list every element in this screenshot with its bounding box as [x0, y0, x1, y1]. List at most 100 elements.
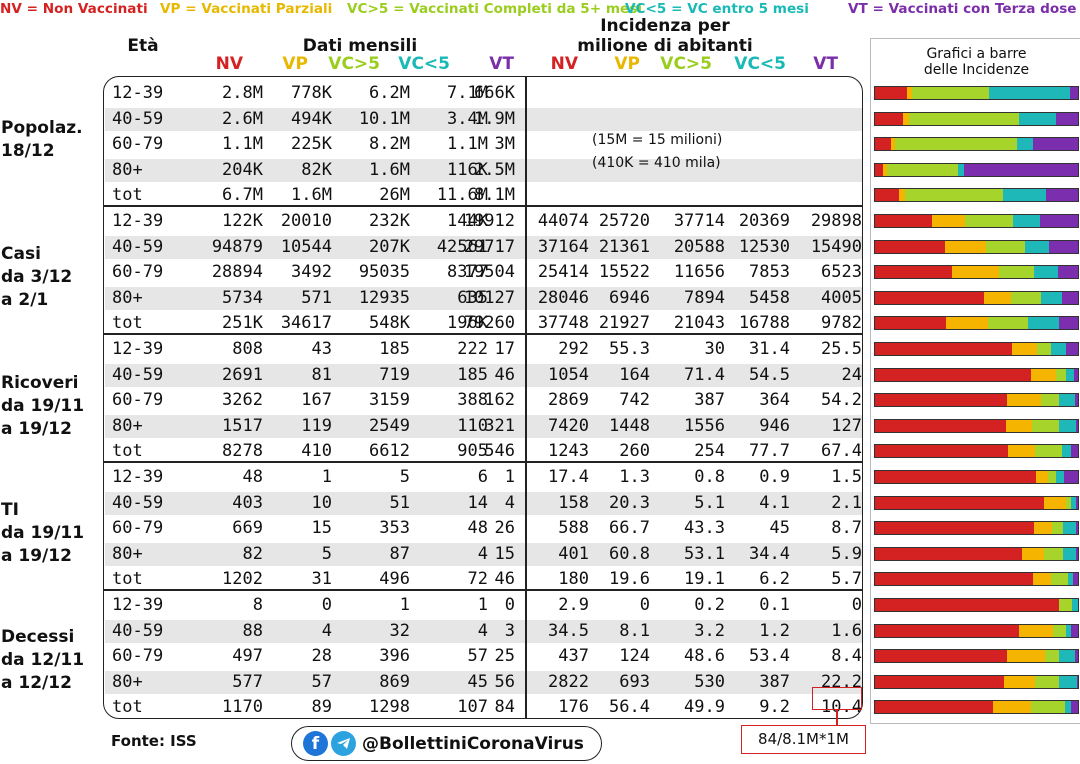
- data-cell-nv: 88: [242, 620, 263, 641]
- data-cell-nv: 3262: [222, 390, 263, 410]
- incidence-cell-vt: 4005: [821, 287, 862, 308]
- data-cell-vp: 34617: [280, 313, 332, 333]
- data-cell-vp: 81: [311, 364, 332, 385]
- bar-segment-nv: [875, 240, 946, 253]
- incidence-cell-vcl: 31.4: [749, 339, 790, 359]
- bar-segment-vt: [1039, 215, 1078, 227]
- bar-segment-vp: [1011, 343, 1038, 355]
- bar-segment-nv: [875, 573, 1034, 585]
- incidence-cell-vc5: 71.4: [684, 364, 725, 385]
- group-label-line: da 19/11: [1, 396, 85, 416]
- data-cell-vt: 1: [504, 467, 515, 487]
- incidence-bar: [874, 137, 1079, 151]
- bar-segment-vp: [1031, 368, 1056, 381]
- bar-segment-vp: [899, 189, 906, 201]
- incidence-bar: [874, 290, 1079, 305]
- bar-segment-vp: [1007, 650, 1045, 662]
- data-cell-nv: 403: [232, 492, 263, 513]
- data-cell-nv: 94879: [211, 236, 263, 257]
- bar-segment-vp: [1021, 547, 1044, 560]
- incidence-cell-nv: 25414: [537, 262, 589, 282]
- group-label-line: a 12/12: [1, 673, 72, 693]
- incidence-cell-vp: 164: [619, 364, 650, 385]
- data-cell-vc5: 10.1M: [358, 108, 410, 129]
- bar-segment-vp: [931, 215, 965, 227]
- social-badge: f @BollettiniCoronaVirus: [291, 726, 602, 761]
- age-cell: 80+: [112, 671, 143, 692]
- source-label: Fonte: ISS: [111, 732, 197, 750]
- bar-segment-vc5: [1035, 675, 1060, 688]
- table-row: 80+ 204K 82K 1.6M 116K 2.5M: [105, 158, 862, 182]
- data-cell-nv: 28894: [211, 262, 263, 282]
- incidence-cell-vt: 5.9: [831, 543, 862, 564]
- table-row: 60-79 28894 3492 95035 8377 19504 25414 15522 11…: [105, 261, 862, 284]
- bar-segment-vp: [1033, 573, 1051, 585]
- bar-segment-vc5: [1040, 394, 1059, 406]
- bar-segment-vc5: [1065, 496, 1072, 509]
- bar-segment-vt: [1075, 496, 1078, 509]
- bar-segment-vcl: [1013, 215, 1040, 227]
- incidence-cell-vt: 15490: [810, 236, 862, 257]
- bar-segment-vcl: [1066, 624, 1072, 637]
- bar-segment-vc5: [1031, 419, 1060, 432]
- group-label-line: a 19/12: [1, 546, 72, 566]
- incidence-cell-vc5: 37714: [673, 211, 725, 231]
- data-cell-nv: 6.7M: [222, 185, 263, 205]
- bar-segment-vc5: [964, 215, 1014, 227]
- age-cell: 80+: [112, 415, 143, 436]
- age-cell: tot: [112, 697, 143, 717]
- bar-segment-vt: [1075, 419, 1078, 432]
- incidence-cell-vp: 260: [619, 441, 650, 461]
- data-cell-vcl: 7.1M: [447, 83, 488, 103]
- incidence-cell-vp: 0: [639, 595, 650, 615]
- bar-segment-vt: [1059, 317, 1078, 329]
- bar-segment-vc5: [1035, 445, 1063, 457]
- data-cell-vp: 10: [311, 492, 332, 513]
- data-cell-vp: 10544: [280, 236, 332, 257]
- incidence-cell-vc5: 30: [704, 339, 725, 359]
- incidence-bar: [874, 444, 1079, 458]
- incidence-cell-vt: 25.5: [821, 339, 862, 359]
- bar-segment-vp: [891, 138, 896, 150]
- data-cell-vt: 8.1M: [474, 185, 515, 205]
- table-row: 60-79 669 15 353 48 26 588 66.7 43.3 45 8.7: [105, 517, 862, 540]
- data-cell-vc5: 32: [389, 620, 410, 641]
- table-row: 80+ 577 57 869 45 56 2822 693 530 387 22.2: [105, 670, 862, 694]
- data-cell-vc5: 1: [399, 595, 410, 615]
- incidence-cell-vcl: 53.4: [749, 646, 790, 666]
- bar-chart-title-line1: Grafici a barre: [926, 46, 1027, 62]
- data-cell-vt: 26: [494, 518, 515, 538]
- table-row: tot 1170 89 1298 107 84 176 56.4 49.9 9.2 10.4: [105, 696, 862, 719]
- incidence-cell-nv: 17.4: [548, 467, 589, 487]
- data-cell-vp: 0: [321, 595, 332, 615]
- bar-segment-nv: [875, 445, 1008, 457]
- data-cell-vc5: 548K: [369, 313, 410, 333]
- data-cell-nv: 82: [242, 543, 263, 564]
- data-cell-nv: 5734: [222, 287, 263, 308]
- bar-segment-nv: [875, 701, 994, 713]
- age-cell: 12-39: [112, 83, 164, 103]
- incidence-cell-vt: 8.7: [831, 518, 862, 538]
- incidence-cell-vcl: 364: [759, 390, 790, 410]
- highlight-connector: [836, 709, 838, 726]
- incidence-cell-vc5: 0.2: [694, 595, 725, 615]
- group-label-line: Popolaz.: [1, 118, 83, 138]
- bar-segment-vp: [883, 163, 888, 176]
- data-cell-vc5: 2549: [369, 415, 410, 436]
- incidence-bar: [874, 342, 1079, 356]
- data-cell-vcl: 4: [477, 620, 488, 641]
- incidence-cell-vt: 9782: [821, 313, 862, 333]
- group-divider: [104, 205, 863, 207]
- bar-segment-vcl: [958, 163, 965, 176]
- bar-segment-vcl: [1024, 240, 1049, 253]
- data-cell-vp: 778K: [291, 83, 332, 103]
- incidence-bar: [874, 598, 1079, 612]
- bar-segment-vc5: [1044, 650, 1060, 662]
- bar-segment-vt: [1033, 138, 1078, 150]
- age-cell: 60-79: [112, 646, 164, 666]
- age-cell: 60-79: [112, 262, 164, 282]
- bar-segment-nv: [875, 163, 884, 176]
- data-cell-vcl: 42561: [436, 236, 488, 257]
- table-row: 40-59 2.6M 494K 10.1M 3.4M 1.9M: [105, 107, 862, 131]
- data-cell-vt: 17: [494, 339, 515, 359]
